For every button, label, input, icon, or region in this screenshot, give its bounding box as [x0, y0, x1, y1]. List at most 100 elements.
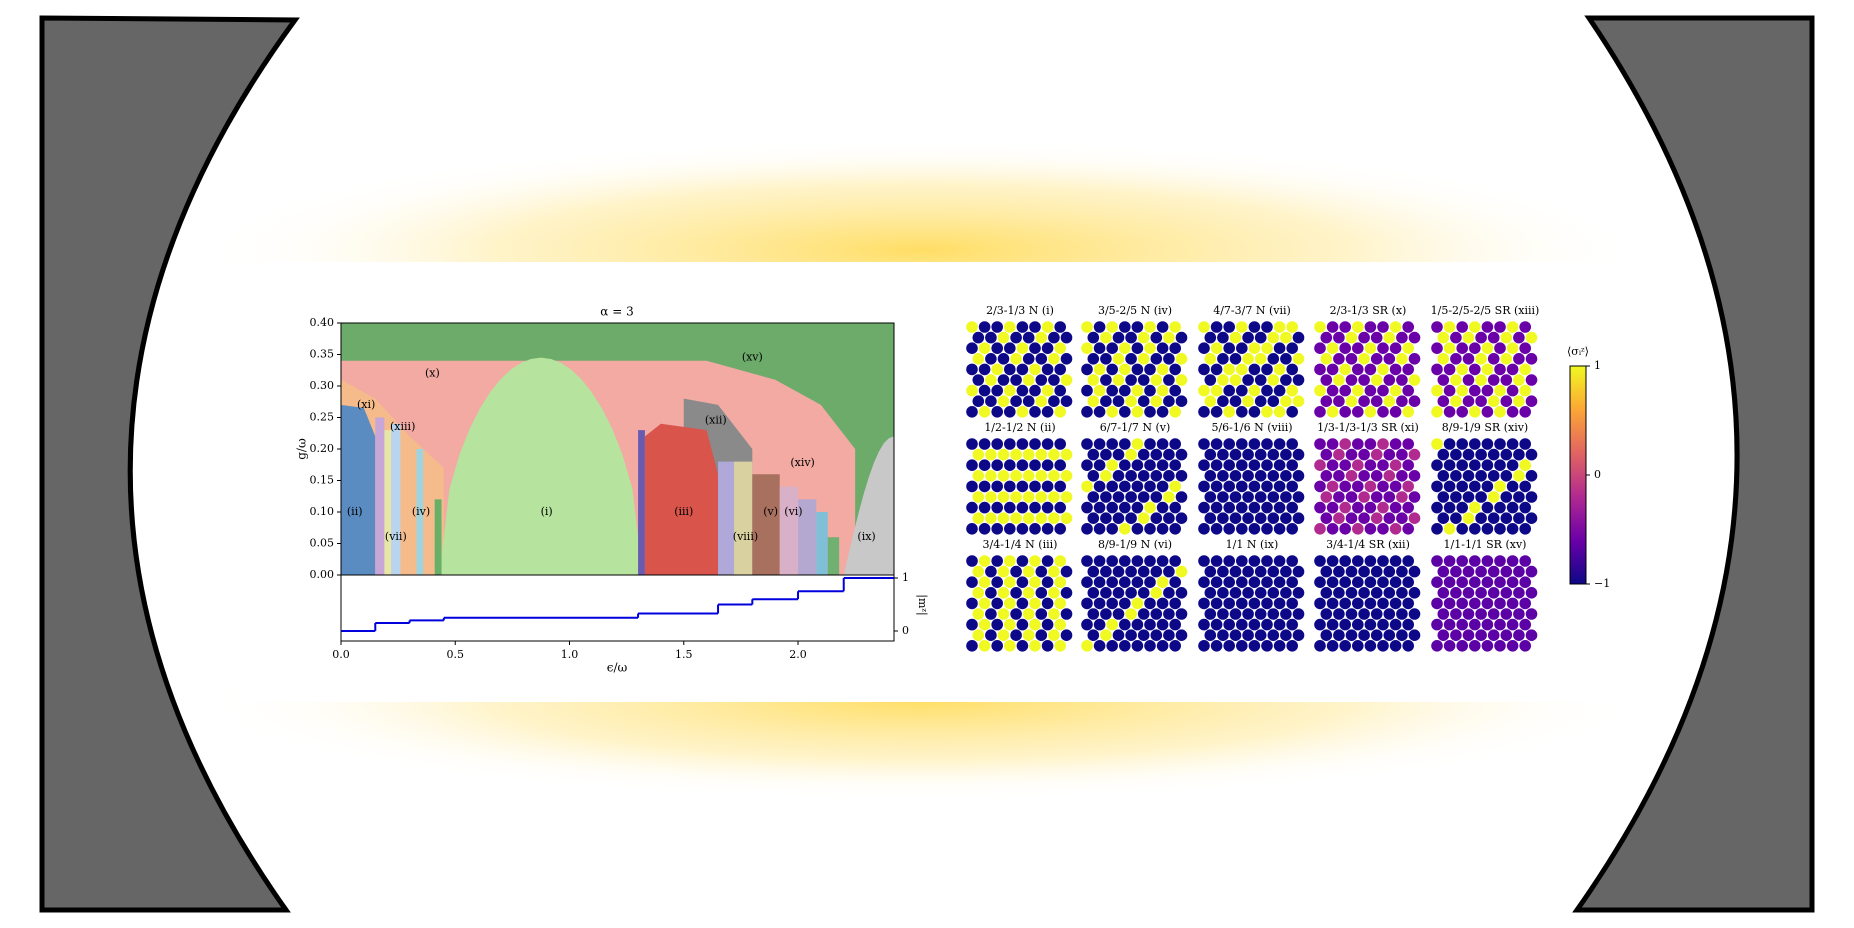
lattice-site [1280, 448, 1292, 461]
lattice-site [1248, 438, 1261, 450]
lattice-site [1481, 438, 1494, 450]
lattice-site [1004, 555, 1016, 567]
lattice-site [1060, 470, 1073, 482]
lattice-site [1016, 618, 1029, 631]
lattice-site [978, 480, 991, 493]
lattice-site [1506, 501, 1519, 514]
lattice-site [1223, 501, 1235, 514]
lattice-site [972, 374, 985, 386]
axes-frame-lower [340, 574, 895, 642]
lattice-site [1248, 384, 1261, 397]
lattice-site [1320, 608, 1333, 620]
lattice-site [1396, 395, 1408, 408]
x-tick-label: 2.0 [789, 648, 807, 661]
lattice-site [1081, 342, 1093, 355]
y2-axis-label: |mᶻ| [915, 594, 929, 615]
lattice-site [985, 608, 997, 620]
lattice-site [1229, 395, 1242, 408]
lattice-site [1175, 353, 1188, 365]
lattice-site [1481, 480, 1494, 493]
lattice-site [1408, 587, 1421, 599]
lattice-site [1450, 491, 1462, 503]
lattice-site [1198, 618, 1210, 631]
lattice-site [1163, 374, 1175, 386]
lattice-site [1383, 353, 1396, 365]
lattice-site [1370, 353, 1383, 365]
lattice-site [1112, 470, 1125, 482]
lattice-site [1481, 597, 1494, 610]
lattice-site [1364, 576, 1377, 588]
lattice-site [1163, 395, 1175, 408]
lattice-site [1004, 640, 1016, 652]
lattice-site [1487, 491, 1500, 503]
lattice-site [1261, 576, 1273, 588]
y-tick-label: 0.15 [310, 474, 335, 487]
lattice-site [1326, 321, 1339, 333]
lattice-site [1487, 587, 1500, 599]
lattice-site [1236, 480, 1248, 493]
lattice-site [1156, 523, 1169, 535]
lattice-site [1408, 491, 1421, 503]
lattice-site [1004, 438, 1016, 450]
lattice-site [1016, 523, 1029, 535]
lattice-site [1267, 395, 1280, 408]
lattice-site [1029, 363, 1041, 376]
lattice-site [1443, 438, 1456, 450]
configuration-title: 5/6-1/6 N (viii) [1211, 421, 1292, 434]
lattice-site [1119, 459, 1131, 472]
lattice-site [1364, 321, 1377, 333]
lattice-site [1525, 587, 1538, 599]
lattice-site [1500, 448, 1513, 461]
lattice-site [1383, 608, 1396, 620]
lattice-site [1519, 406, 1531, 418]
lattice-site [1326, 597, 1339, 610]
lattice-site [1029, 576, 1041, 588]
lattice-site [1081, 523, 1093, 535]
lattice-site [1462, 374, 1475, 386]
configuration-title: 8/9-1/9 SR (xiv) [1442, 421, 1528, 434]
lattice-site [1280, 565, 1292, 578]
lattice-site [1093, 501, 1106, 514]
lattice-site [1339, 523, 1351, 535]
lattice-site [1119, 501, 1131, 514]
lattice-site [1236, 342, 1248, 355]
lattice-site [1093, 363, 1106, 376]
lattice-site [1087, 491, 1100, 503]
lattice-site [1389, 640, 1402, 652]
lattice-site [1475, 608, 1487, 620]
lattice-site [1383, 565, 1396, 578]
lattice-site [1364, 384, 1377, 397]
lattice-site [1163, 608, 1175, 620]
lattice-site [1286, 640, 1298, 652]
lattice-site [1437, 395, 1450, 408]
lattice-site [1506, 555, 1519, 567]
lattice-site [1358, 374, 1370, 386]
lattice-site [1487, 470, 1500, 482]
lattice-site [1525, 491, 1538, 503]
lattice-site [1352, 438, 1364, 450]
lattice-site [997, 565, 1010, 578]
lattice-site [1248, 406, 1261, 418]
lattice-site [978, 555, 991, 567]
lattice-site [1093, 523, 1106, 535]
lattice-site [1402, 555, 1414, 567]
lattice-site [1431, 597, 1443, 610]
lattice-site [1010, 395, 1022, 408]
lattice-site [1339, 480, 1351, 493]
lattice-site [1377, 597, 1389, 610]
lattice-site [1396, 374, 1408, 386]
lattice-site [1389, 597, 1402, 610]
lattice-site [997, 587, 1010, 599]
lattice-site [1475, 374, 1487, 386]
lattice-site [1494, 342, 1506, 355]
lattice-site [1519, 501, 1531, 514]
lattice-site [1229, 331, 1242, 344]
lattice-site [991, 618, 1003, 631]
lattice-site [1175, 587, 1188, 599]
lattice-site [1469, 342, 1481, 355]
lattice-site [1106, 459, 1118, 472]
lattice-site [1456, 618, 1468, 631]
lattice-site [985, 512, 997, 524]
lattice-site [1236, 459, 1248, 472]
lattice-site [1326, 480, 1339, 493]
